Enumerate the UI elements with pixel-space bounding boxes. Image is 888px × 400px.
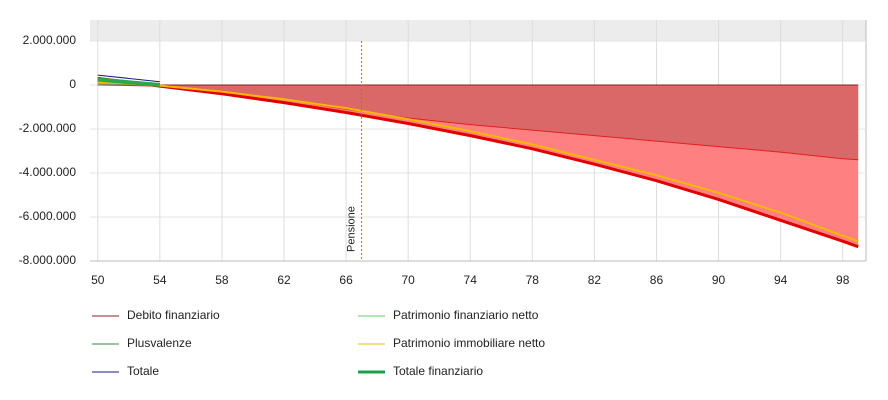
- legend-label: Patrimonio immobiliare netto: [393, 336, 545, 350]
- annotation-label: Pensione: [346, 206, 358, 252]
- x-tick-label: 50: [91, 273, 105, 287]
- legend-label: Debito finanziario: [127, 308, 220, 322]
- legend-label: Totale: [127, 364, 159, 378]
- x-tick-label: 82: [588, 273, 602, 287]
- legend-label: Totale finanziario: [393, 364, 483, 378]
- x-tick-label: 78: [526, 273, 540, 287]
- y-tick-label: 0: [69, 77, 76, 91]
- annotation-layer: Pensione: [346, 41, 363, 261]
- y-tick-label: -8.000.000: [19, 253, 77, 267]
- legend: Debito finanziario Patrimonio finanziario…: [92, 308, 545, 378]
- legend-label: Patrimonio finanziario netto: [393, 308, 539, 322]
- x-tick-label: 90: [712, 273, 726, 287]
- series-line: [97, 74, 160, 83]
- lines: [97, 74, 859, 249]
- y-tick-label: -4.000.000: [19, 165, 77, 179]
- x-tick-label: 66: [339, 273, 353, 287]
- area: [97, 78, 859, 247]
- x-tick-label: 54: [153, 273, 167, 287]
- x-tick-label: 70: [401, 273, 415, 287]
- x-tick-label: 62: [277, 273, 291, 287]
- series-line: [97, 80, 859, 243]
- series-line: [97, 77, 161, 87]
- y-tick-label: 2.000.000: [23, 33, 77, 47]
- x-tick-label: 94: [774, 273, 788, 287]
- legend-label: Plusvalenze: [127, 336, 192, 350]
- area: [97, 85, 859, 160]
- x-tick-label: 58: [215, 273, 229, 287]
- areas: [97, 78, 859, 247]
- series-line: [97, 76, 859, 249]
- top-band: [90, 20, 866, 41]
- y-tick-label: -2.000.000: [19, 121, 77, 135]
- y-tick-label: -6.000.000: [19, 209, 77, 223]
- x-tick-label: 74: [464, 273, 478, 287]
- x-tick-label: 98: [836, 273, 850, 287]
- x-tick-label: 86: [650, 273, 664, 287]
